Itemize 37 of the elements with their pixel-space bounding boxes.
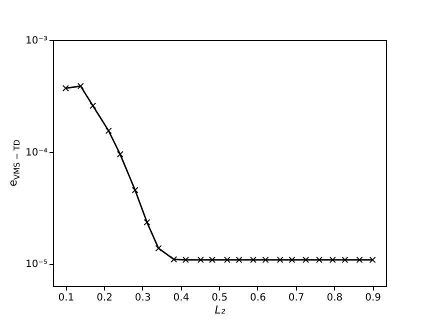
point (369, 256, 376, 264)
x-tick-label: 0.2 (96, 292, 112, 304)
y-tick-label: 10⁻⁵ (25, 259, 48, 270)
point (170, 256, 178, 263)
x-tick-label: 0.4 (173, 292, 190, 304)
point (356, 256, 363, 264)
x-tick-label: 0.8 (326, 292, 343, 304)
point (208, 256, 216, 264)
point (276, 256, 284, 264)
point (132, 186, 138, 194)
point (224, 256, 230, 264)
point (197, 256, 204, 264)
point (262, 256, 269, 264)
point (250, 256, 256, 264)
point (329, 256, 336, 264)
x-axis-title: L₂ (214, 304, 226, 316)
x-tick-label: 0.1 (58, 292, 74, 304)
point (77, 82, 84, 90)
point (90, 102, 96, 110)
point (182, 256, 189, 264)
y-tick-label: 10⁻⁴ (25, 147, 48, 158)
point (316, 256, 322, 264)
x-tick-label: 0.5 (212, 292, 228, 304)
y-tick-label: 10⁻³ (25, 36, 48, 46)
point (342, 256, 348, 264)
point (116, 151, 124, 158)
point (302, 256, 310, 264)
x-tick-label: 0.7 (288, 292, 304, 304)
point (236, 256, 242, 264)
x-tick-label: 0.3 (134, 292, 151, 304)
point (288, 256, 296, 264)
point (105, 128, 112, 134)
point (144, 219, 150, 226)
x-tick-label: 0.9 (365, 292, 382, 304)
x-tick-label: 0.6 (250, 292, 266, 304)
point (155, 245, 162, 252)
point (62, 85, 69, 92)
